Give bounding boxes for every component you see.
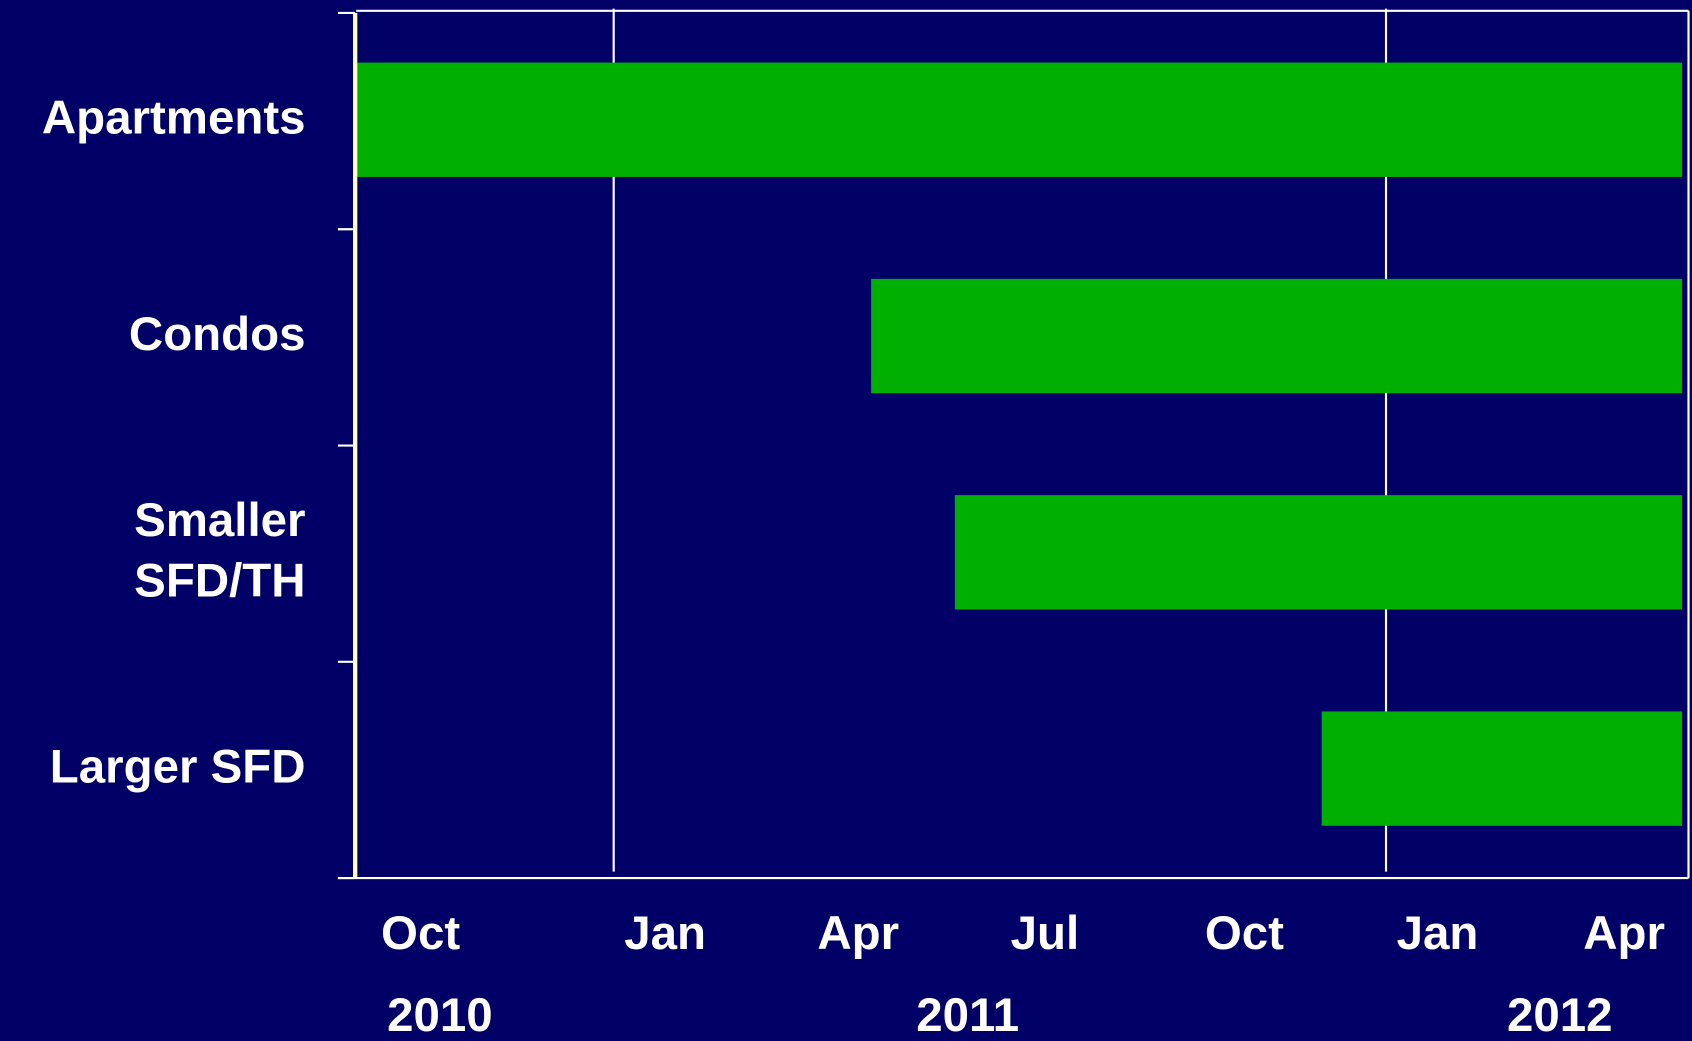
- category-label: Larger SFD: [50, 740, 306, 793]
- x-tick-label: Jan: [1397, 907, 1479, 960]
- bar: [871, 278, 1683, 394]
- x-tick-label: Oct: [1205, 907, 1284, 960]
- x-tick-label: Apr: [1583, 907, 1665, 960]
- category-label: Condos: [129, 308, 306, 361]
- year-label: 2011: [916, 989, 1019, 1041]
- x-tick-label: Jul: [1011, 907, 1080, 960]
- year-label: 2012: [1507, 989, 1613, 1041]
- year-label: 2010: [387, 989, 493, 1041]
- bar: [1321, 711, 1683, 826]
- x-tick-label: Apr: [817, 907, 899, 960]
- x-tick-label: Jan: [624, 907, 706, 960]
- bar: [356, 62, 1683, 177]
- category-label: SFD/TH: [134, 554, 305, 607]
- category-label: Apartments: [42, 92, 306, 145]
- category-label: Smaller: [134, 494, 305, 547]
- x-tick-label: Oct: [381, 907, 460, 960]
- bar: [954, 495, 1683, 610]
